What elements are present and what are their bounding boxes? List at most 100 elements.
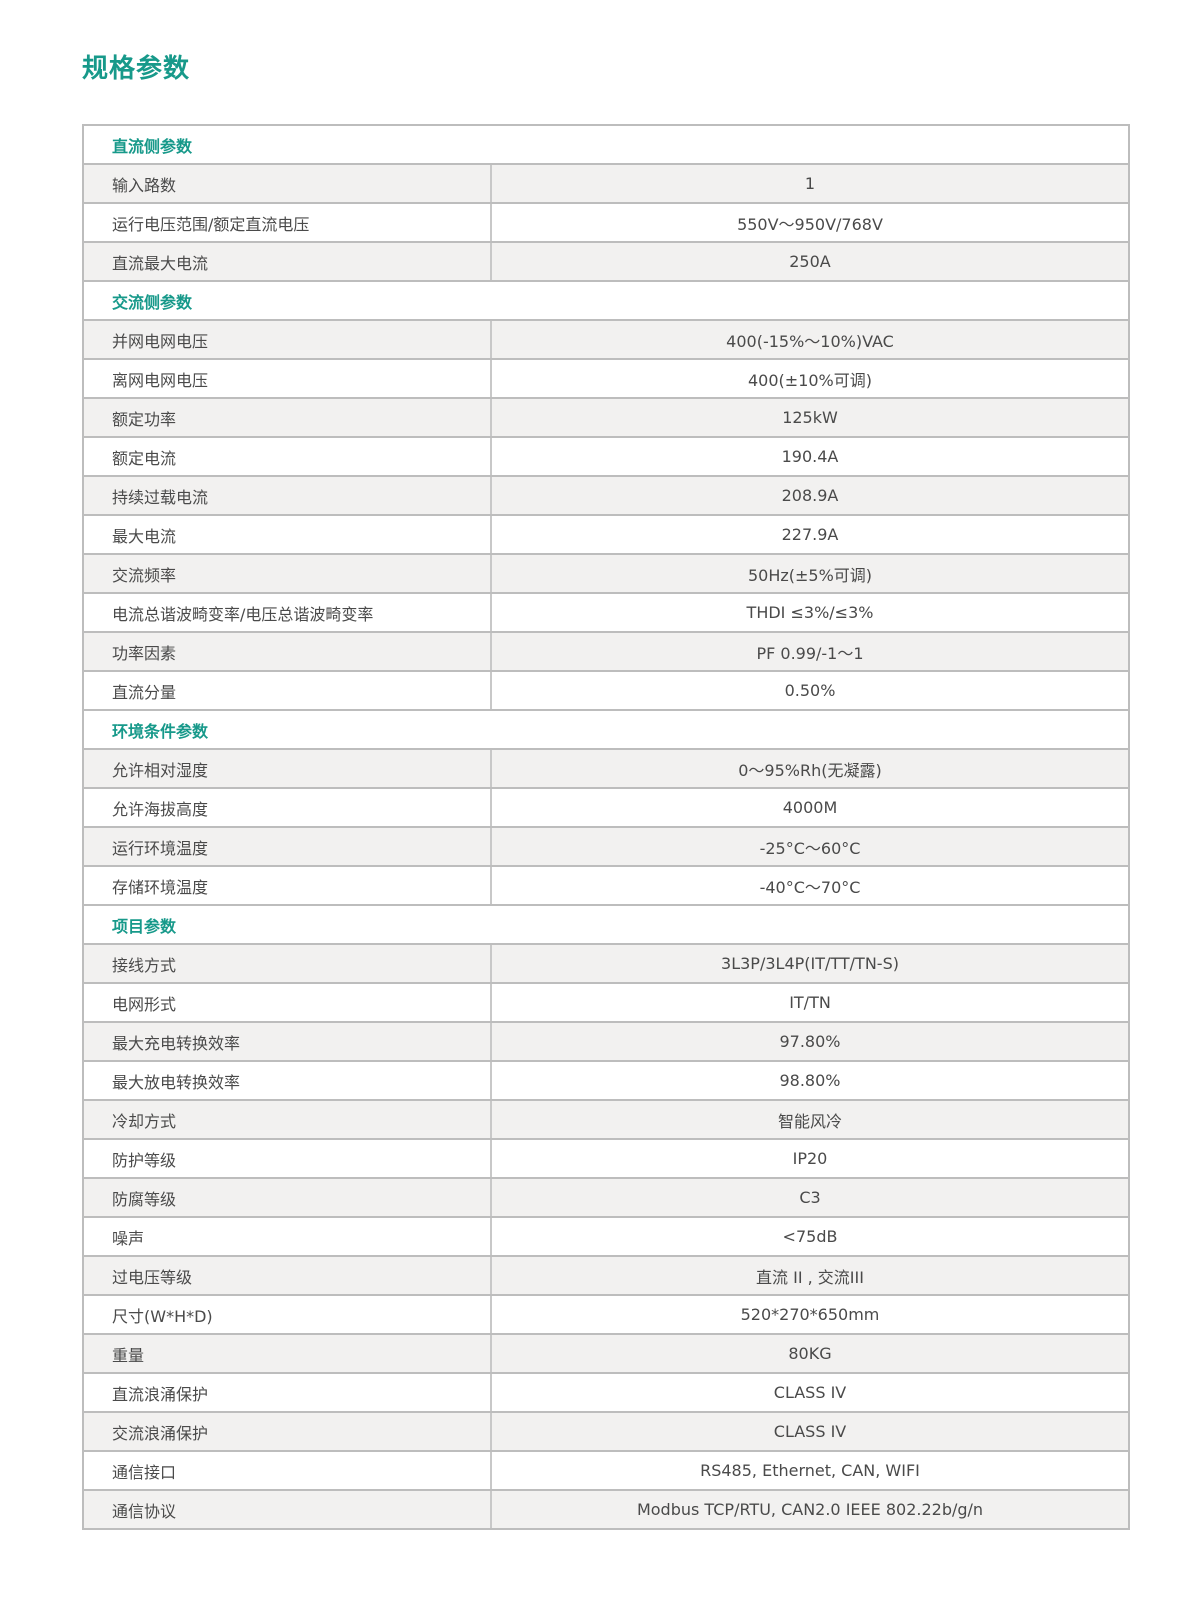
table-row: 噪声 <75dB (83, 1216, 1129, 1257)
table-row: 直流最大电流 250A (83, 241, 1129, 282)
table-row: 防腐等级 C3 (83, 1177, 1129, 1218)
param-value: 125kW (491, 397, 1129, 438)
param-label: 功率因素 (83, 631, 492, 672)
param-value: IP20 (491, 1138, 1129, 1179)
param-value: CLASS IV (491, 1372, 1129, 1413)
param-label: 电网形式 (83, 982, 492, 1023)
param-label: 重量 (83, 1333, 492, 1374)
param-value: 3L3P/3L4P(IT/TT/TN-S) (491, 943, 1129, 984)
table-row: 冷却方式 智能风冷 (83, 1099, 1129, 1140)
table-row: 重量 80KG (83, 1333, 1129, 1374)
param-label: 电流总谐波畸变率/电压总谐波畸变率 (83, 592, 492, 633)
page-title: 规格参数 (82, 54, 191, 84)
section-header: 交流侧参数 (83, 280, 1129, 321)
param-label: 运行电压范围/额定直流电压 (83, 202, 492, 243)
param-value: -25°C～60°C (491, 826, 1129, 867)
param-label: 接线方式 (83, 943, 492, 984)
table-row: 直流分量 0.50% (83, 670, 1129, 711)
param-value: 直流 II , 交流III (491, 1255, 1129, 1296)
param-value: 400(-15%～10%)VAC (491, 319, 1129, 360)
param-value: 98.80% (491, 1060, 1129, 1101)
table-row: 额定电流 190.4A (83, 436, 1129, 477)
param-value: 4000M (491, 787, 1129, 828)
section-header: 项目参数 (83, 904, 1129, 945)
table-row: 离网电网电压 400(±10%可调) (83, 358, 1129, 399)
table-row: 接线方式 3L3P/3L4P(IT/TT/TN-S) (83, 943, 1129, 984)
table-row: 交流浪涌保护 CLASS IV (83, 1411, 1129, 1452)
param-label: 最大充电转换效率 (83, 1021, 492, 1062)
param-label: 存储环境温度 (83, 865, 492, 906)
table-row: 运行环境温度 -25°C～60°C (83, 826, 1129, 867)
param-label: 并网电网电压 (83, 319, 492, 360)
param-value: 250A (491, 241, 1129, 282)
param-label: 最大放电转换效率 (83, 1060, 492, 1101)
param-label: 离网电网电压 (83, 358, 492, 399)
param-label: 允许海拔高度 (83, 787, 492, 828)
param-value: -40°C～70°C (491, 865, 1129, 906)
param-value: C3 (491, 1177, 1129, 1218)
table-row: 通信协议 Modbus TCP/RTU, CAN2.0 IEEE 802.22b/… (83, 1489, 1129, 1530)
param-value: 智能风冷 (491, 1099, 1129, 1140)
param-value: 550V～950V/768V (491, 202, 1129, 243)
param-value: 0.50% (491, 670, 1129, 711)
param-label: 直流分量 (83, 670, 492, 711)
table-row: 允许海拔高度 4000M (83, 787, 1129, 828)
spec-table: 直流侧参数 输入路数 1 运行电压范围/额定直流电压 550V～950V/768V 直流最… (82, 124, 1130, 1530)
param-value: 1 (491, 163, 1129, 204)
section-title: 交流侧参数 (83, 280, 1129, 321)
param-label: 直流最大电流 (83, 241, 492, 282)
table-row: 最大充电转换效率 97.80% (83, 1021, 1129, 1062)
param-label: 最大电流 (83, 514, 492, 555)
table-row: 最大电流 227.9A (83, 514, 1129, 555)
table-row: 直流浪涌保护 CLASS IV (83, 1372, 1129, 1413)
section-header: 环境条件参数 (83, 709, 1129, 750)
param-label: 冷却方式 (83, 1099, 492, 1140)
table-row: 运行电压范围/额定直流电压 550V～950V/768V (83, 202, 1129, 243)
param-label: 过电压等级 (83, 1255, 492, 1296)
param-value: 208.9A (491, 475, 1129, 516)
table-row: 允许相对湿度 0～95%Rh(无凝露) (83, 748, 1129, 789)
table-row: 输入路数 1 (83, 163, 1129, 204)
param-value: 520*270*650mm (491, 1294, 1129, 1335)
param-label: 允许相对湿度 (83, 748, 492, 789)
param-label: 防护等级 (83, 1138, 492, 1179)
table-row: 交流频率 50Hz(±5%可调) (83, 553, 1129, 594)
table-row: 通信接口 RS485, Ethernet, CAN, WIFI (83, 1450, 1129, 1491)
param-label: 持续过载电流 (83, 475, 492, 516)
table-row: 并网电网电压 400(-15%～10%)VAC (83, 319, 1129, 360)
table-row: 电网形式 IT/TN (83, 982, 1129, 1023)
section-title: 环境条件参数 (83, 709, 1129, 750)
table-row: 持续过载电流 208.9A (83, 475, 1129, 516)
section-header: 直流侧参数 (83, 124, 1129, 165)
section-title: 直流侧参数 (83, 124, 1129, 165)
table-row: 额定功率 125kW (83, 397, 1129, 438)
param-value: CLASS IV (491, 1411, 1129, 1452)
param-label: 通信协议 (83, 1489, 492, 1530)
param-value: PF 0.99/-1～1 (491, 631, 1129, 672)
param-label: 输入路数 (83, 163, 492, 204)
param-label: 尺寸(W*H*D) (83, 1294, 492, 1335)
param-label: 额定电流 (83, 436, 492, 477)
table-row: 防护等级 IP20 (83, 1138, 1129, 1179)
param-label: 交流浪涌保护 (83, 1411, 492, 1452)
param-label: 额定功率 (83, 397, 492, 438)
table-row: 存储环境温度 -40°C～70°C (83, 865, 1129, 906)
param-label: 噪声 (83, 1216, 492, 1257)
table-row: 尺寸(W*H*D) 520*270*650mm (83, 1294, 1129, 1335)
param-value: RS485, Ethernet, CAN, WIFI (491, 1450, 1129, 1491)
table-row: 电流总谐波畸变率/电压总谐波畸变率 THDI ≤3%/≤3% (83, 592, 1129, 633)
param-value: <75dB (491, 1216, 1129, 1257)
param-label: 防腐等级 (83, 1177, 492, 1218)
param-value: THDI ≤3%/≤3% (491, 592, 1129, 633)
param-label: 通信接口 (83, 1450, 492, 1491)
param-label: 直流浪涌保护 (83, 1372, 492, 1413)
param-value: 80KG (491, 1333, 1129, 1374)
table-row: 过电压等级 直流 II , 交流III (83, 1255, 1129, 1296)
table-row: 最大放电转换效率 98.80% (83, 1060, 1129, 1101)
param-value: 227.9A (491, 514, 1129, 555)
param-value: 190.4A (491, 436, 1129, 477)
param-label: 交流频率 (83, 553, 492, 594)
param-value: Modbus TCP/RTU, CAN2.0 IEEE 802.22b/g/n (491, 1489, 1129, 1530)
param-value: 0～95%Rh(无凝露) (491, 748, 1129, 789)
param-value: 400(±10%可调) (491, 358, 1129, 399)
